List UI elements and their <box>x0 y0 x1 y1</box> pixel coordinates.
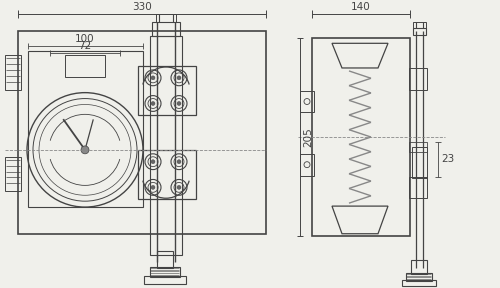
Bar <box>150 267 180 277</box>
Circle shape <box>151 101 155 105</box>
Bar <box>138 66 196 115</box>
Circle shape <box>177 101 181 105</box>
Bar <box>409 68 427 90</box>
Text: 205: 205 <box>303 127 313 147</box>
Text: 100: 100 <box>75 34 95 44</box>
Bar <box>402 280 436 286</box>
Bar <box>411 260 427 274</box>
Bar <box>138 150 196 199</box>
Bar <box>157 251 173 268</box>
Bar <box>406 273 432 281</box>
Bar <box>300 91 314 112</box>
Text: 330: 330 <box>132 2 152 12</box>
Circle shape <box>151 160 155 164</box>
Bar <box>28 51 143 207</box>
Bar <box>18 31 266 234</box>
Bar <box>152 22 180 36</box>
Bar <box>150 36 182 255</box>
Bar <box>409 177 427 198</box>
Bar <box>409 142 427 152</box>
Bar <box>144 276 186 284</box>
Bar <box>5 157 21 191</box>
Bar <box>65 55 105 77</box>
Bar <box>300 154 314 175</box>
Bar <box>413 22 426 28</box>
Circle shape <box>81 146 89 154</box>
Bar <box>312 38 410 236</box>
Circle shape <box>177 185 181 189</box>
Text: 140: 140 <box>351 2 371 12</box>
Text: 72: 72 <box>78 41 92 51</box>
Circle shape <box>151 76 155 80</box>
Bar <box>413 28 426 35</box>
Circle shape <box>177 160 181 164</box>
Bar <box>412 147 427 179</box>
Text: 23: 23 <box>441 154 454 164</box>
Circle shape <box>151 185 155 189</box>
Circle shape <box>177 76 181 80</box>
Bar <box>156 14 176 22</box>
Bar <box>5 55 21 90</box>
